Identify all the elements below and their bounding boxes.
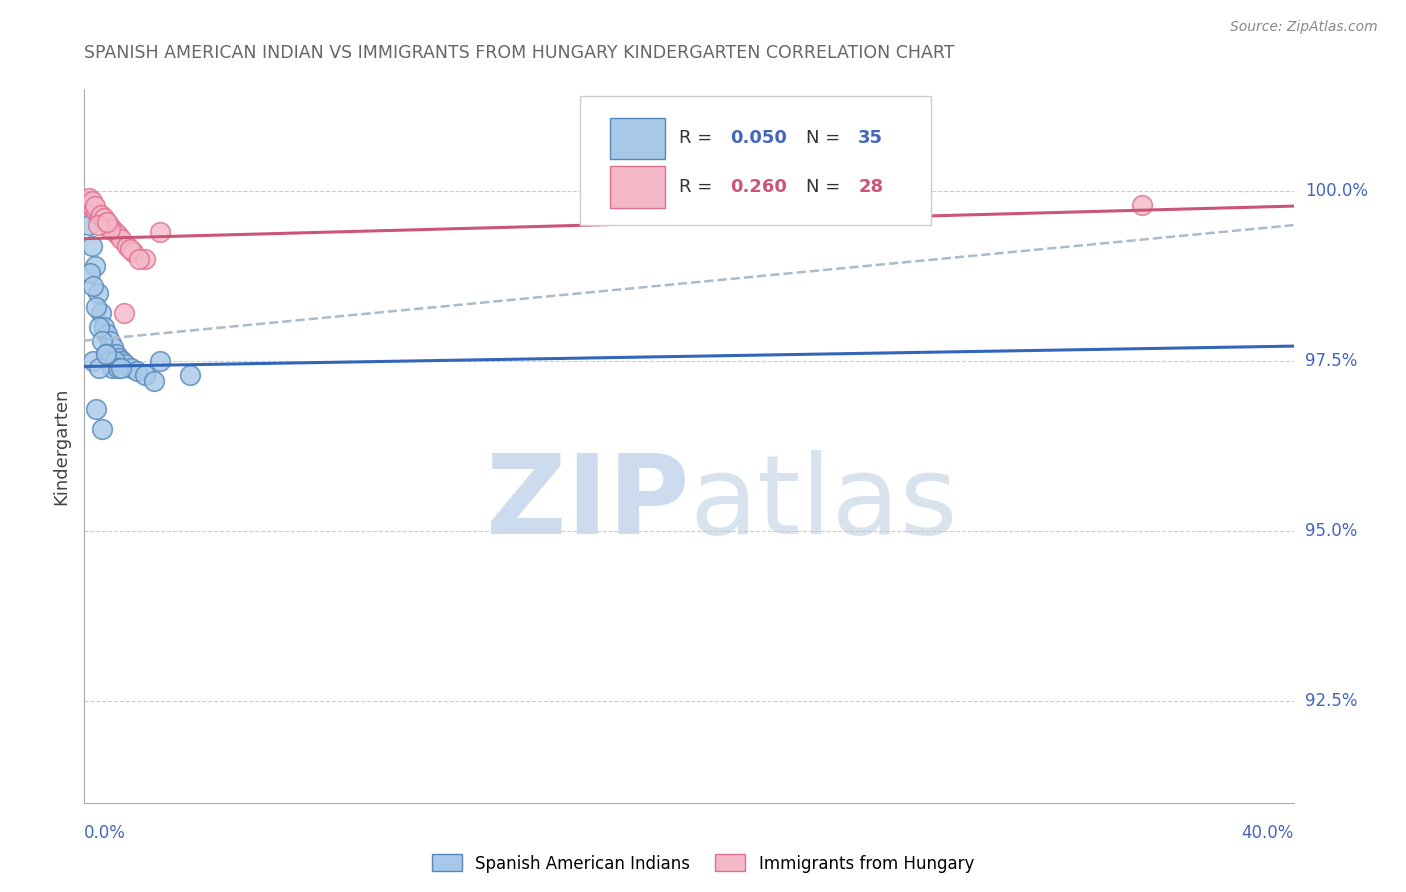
Text: 28: 28 — [858, 178, 883, 196]
Point — [98, 334, 121, 348]
Point — [76, 194, 98, 209]
Point — [97, 218, 120, 232]
Point — [79, 198, 101, 212]
Text: 97.5%: 97.5% — [1305, 352, 1357, 370]
Point — [111, 354, 134, 368]
Point — [93, 320, 115, 334]
Point — [94, 347, 117, 361]
Text: 40.0%: 40.0% — [1241, 824, 1294, 842]
Point — [86, 401, 108, 416]
Point — [104, 225, 127, 239]
Point — [77, 191, 100, 205]
Point — [108, 351, 131, 365]
Bar — [610, 166, 665, 208]
Point — [84, 259, 107, 273]
Point — [90, 306, 112, 320]
Text: 35: 35 — [858, 129, 883, 147]
Text: 0.260: 0.260 — [730, 178, 787, 196]
Point — [87, 218, 110, 232]
Point — [149, 225, 172, 239]
Point — [91, 422, 114, 436]
Text: atlas: atlas — [689, 450, 957, 557]
Point — [128, 252, 150, 266]
Point — [100, 221, 122, 235]
Point — [100, 360, 122, 375]
Point — [120, 360, 142, 375]
Point — [79, 266, 101, 280]
Text: N =: N = — [806, 178, 846, 196]
Text: R =: R = — [679, 129, 718, 147]
Point — [77, 218, 100, 232]
Text: Source: ZipAtlas.com: Source: ZipAtlas.com — [1230, 21, 1378, 34]
Point — [87, 286, 110, 301]
Point — [97, 354, 120, 368]
Text: 0.050: 0.050 — [730, 129, 787, 147]
Point — [98, 221, 121, 235]
Point — [80, 238, 103, 252]
Point — [179, 368, 201, 382]
Point — [118, 242, 141, 256]
Point — [104, 354, 127, 368]
Point — [84, 199, 107, 213]
Legend: Spanish American Indians, Immigrants from Hungary: Spanish American Indians, Immigrants fro… — [425, 847, 981, 880]
Text: 100.0%: 100.0% — [1305, 182, 1368, 200]
Text: 92.5%: 92.5% — [1305, 692, 1357, 710]
Point — [134, 368, 156, 382]
Y-axis label: Kindergarten: Kindergarten — [52, 387, 70, 505]
Point — [89, 320, 111, 334]
Text: R =: R = — [679, 178, 718, 196]
Point — [91, 211, 114, 226]
Point — [94, 215, 117, 229]
Point — [101, 341, 124, 355]
Point — [96, 326, 118, 341]
Text: 0.0%: 0.0% — [84, 824, 127, 842]
Point — [112, 306, 135, 320]
Point — [105, 347, 128, 361]
Point — [86, 204, 108, 219]
Text: ZIP: ZIP — [485, 450, 689, 557]
Point — [80, 194, 103, 209]
Point — [1130, 198, 1153, 212]
Text: 95.0%: 95.0% — [1305, 522, 1357, 540]
Point — [149, 354, 172, 368]
Point — [89, 360, 111, 375]
Point — [93, 211, 115, 226]
Point — [96, 215, 118, 229]
Point — [107, 360, 129, 375]
Text: SPANISH AMERICAN INDIAN VS IMMIGRANTS FROM HUNGARY KINDERGARTEN CORRELATION CHAR: SPANISH AMERICAN INDIAN VS IMMIGRANTS FR… — [84, 44, 955, 62]
Point — [94, 347, 117, 361]
Point — [121, 245, 143, 260]
Point — [110, 360, 132, 375]
Point — [91, 334, 114, 348]
Bar — [610, 118, 665, 159]
Point — [82, 354, 104, 368]
Point — [115, 238, 138, 252]
Point — [127, 364, 149, 378]
Text: N =: N = — [806, 129, 846, 147]
Point — [90, 208, 112, 222]
Point — [82, 201, 104, 215]
FancyBboxPatch shape — [581, 96, 931, 225]
Point — [110, 232, 132, 246]
Point — [114, 358, 136, 372]
Point — [134, 252, 156, 266]
Point — [142, 375, 165, 389]
Point — [107, 228, 129, 243]
Point — [86, 300, 108, 314]
Point — [82, 279, 104, 293]
Point — [89, 208, 111, 222]
